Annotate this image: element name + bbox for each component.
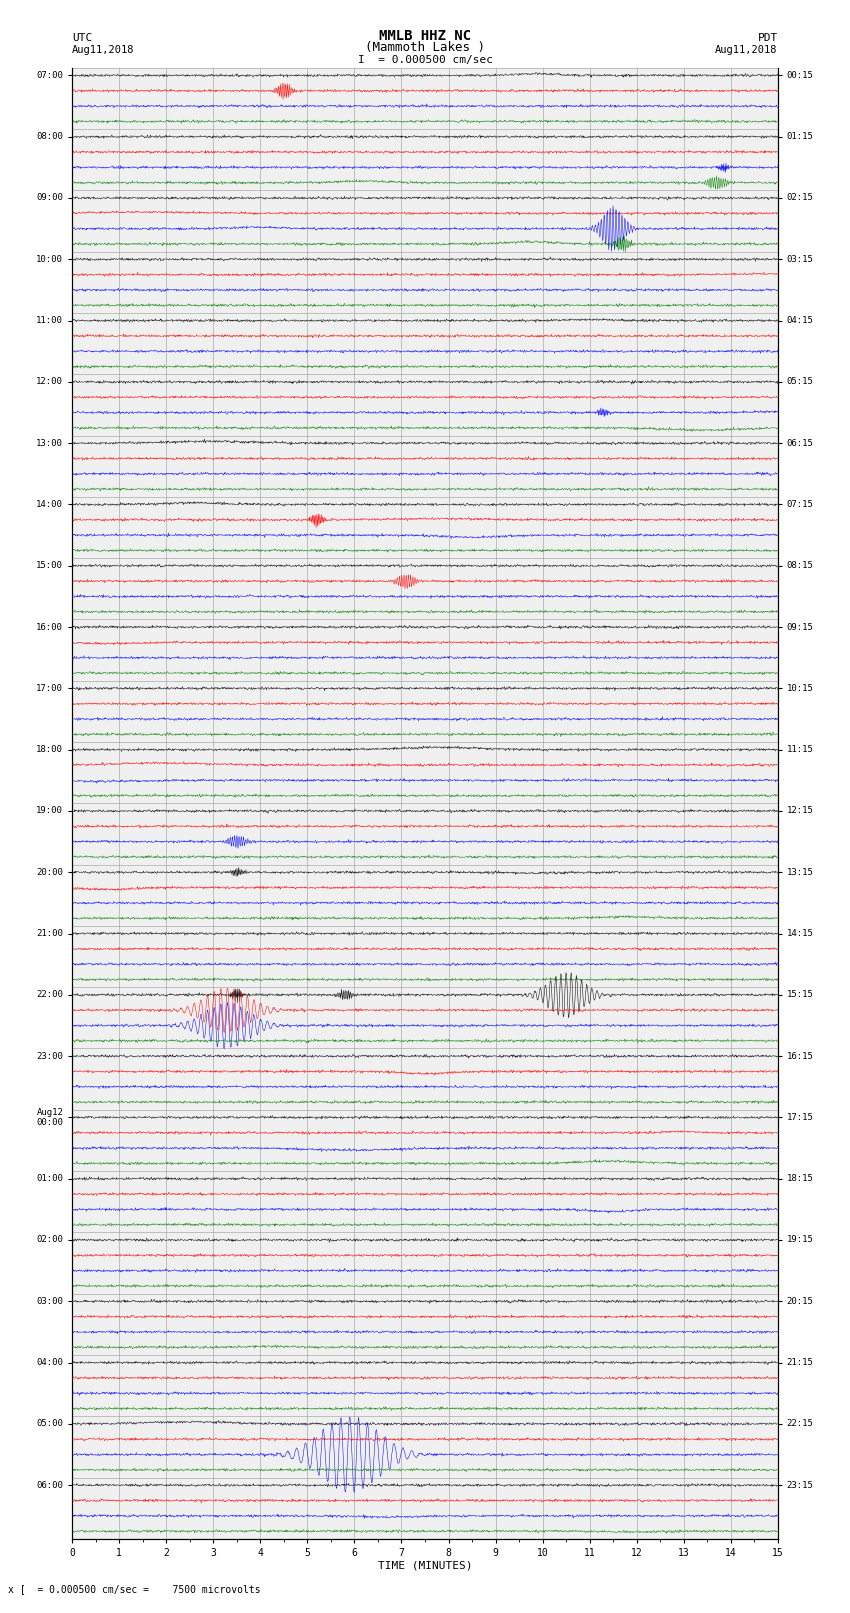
Text: Aug11,2018: Aug11,2018 <box>72 45 135 55</box>
Text: PDT: PDT <box>757 32 778 44</box>
Text: (Mammoth Lakes ): (Mammoth Lakes ) <box>365 40 485 53</box>
Text: MMLB HHZ NC: MMLB HHZ NC <box>379 29 471 44</box>
Text: I  = 0.000500 cm/sec: I = 0.000500 cm/sec <box>358 55 492 65</box>
Text: x [  = 0.000500 cm/sec =    7500 microvolts: x [ = 0.000500 cm/sec = 7500 microvolts <box>8 1584 261 1594</box>
Text: UTC: UTC <box>72 32 93 44</box>
Text: Aug11,2018: Aug11,2018 <box>715 45 778 55</box>
X-axis label: TIME (MINUTES): TIME (MINUTES) <box>377 1561 473 1571</box>
